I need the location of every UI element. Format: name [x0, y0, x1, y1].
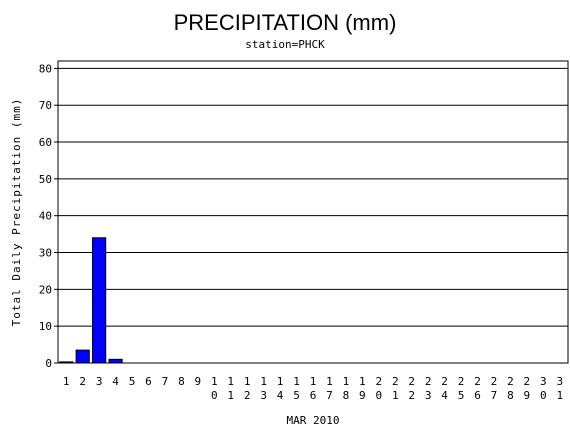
x-tick-label: 2 [79, 375, 86, 388]
y-tick-label: 50 [39, 173, 52, 186]
y-tick-label: 30 [39, 247, 52, 260]
bar [59, 361, 74, 364]
plot-frame [57, 60, 569, 364]
y-tick-label: 40 [39, 210, 52, 223]
x-tick-label: 4 [112, 375, 119, 388]
y-tick-label: 60 [39, 136, 52, 149]
y-tick-label: 10 [39, 320, 52, 333]
y-tick-label: 20 [39, 283, 52, 296]
chart-title: PRECIPITATION (mm) [174, 10, 397, 35]
x-tick-label: 6 [145, 375, 152, 388]
y-tick-label: 70 [39, 99, 52, 112]
bar [75, 349, 90, 364]
x-tick-label: 1 [63, 375, 70, 388]
bar [92, 237, 107, 364]
x-tick-label: 7 [162, 375, 169, 388]
chart-subtitle: station=PHCK [245, 38, 325, 51]
y-tick-label: 80 [39, 62, 52, 75]
x-tick-label: 8 [178, 375, 185, 388]
x-tick-label: 9 [195, 375, 202, 388]
x-tick-label: 3 [96, 375, 103, 388]
x-axis-label: MAR 2010 [287, 414, 340, 427]
y-axis-label: Total Daily Precipitation (mm) [10, 98, 23, 327]
x-tick-label: 5 [129, 375, 136, 388]
bar [108, 358, 123, 364]
y-tick-label: 0 [45, 357, 52, 370]
